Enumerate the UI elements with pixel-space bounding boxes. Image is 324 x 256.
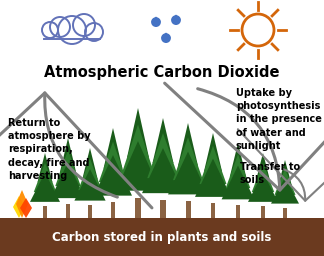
Bar bbox=[160, 200, 166, 218]
Polygon shape bbox=[116, 141, 160, 191]
Polygon shape bbox=[34, 163, 56, 192]
Text: Carbon stored in plants and soils: Carbon stored in plants and soils bbox=[52, 230, 272, 243]
Circle shape bbox=[50, 17, 70, 37]
Polygon shape bbox=[168, 152, 208, 194]
Bar bbox=[110, 202, 115, 218]
Polygon shape bbox=[271, 177, 299, 204]
Polygon shape bbox=[248, 173, 278, 202]
Polygon shape bbox=[55, 150, 81, 186]
Bar bbox=[0, 218, 324, 256]
Bar bbox=[236, 205, 240, 218]
Text: Return to
atmosphere by
respiration,
decay, fire and
harvesting: Return to atmosphere by respiration, dec… bbox=[8, 118, 91, 181]
Polygon shape bbox=[171, 15, 181, 19]
Polygon shape bbox=[173, 137, 203, 180]
Text: Uptake by
photosynthesis
in the presence
of water and
sunlight: Uptake by photosynthesis in the presence… bbox=[236, 88, 322, 151]
Circle shape bbox=[151, 17, 161, 27]
Circle shape bbox=[171, 15, 181, 25]
Polygon shape bbox=[195, 158, 231, 197]
Polygon shape bbox=[147, 133, 179, 178]
Polygon shape bbox=[99, 142, 127, 182]
Bar bbox=[211, 203, 215, 218]
Polygon shape bbox=[226, 154, 250, 188]
Bar bbox=[186, 201, 191, 218]
Polygon shape bbox=[127, 108, 149, 158]
Polygon shape bbox=[153, 118, 173, 163]
Polygon shape bbox=[122, 124, 155, 174]
Circle shape bbox=[161, 33, 171, 43]
Bar bbox=[135, 198, 141, 218]
Circle shape bbox=[70, 27, 90, 47]
Bar bbox=[88, 205, 92, 218]
Polygon shape bbox=[200, 146, 226, 184]
Polygon shape bbox=[38, 153, 52, 182]
Circle shape bbox=[54, 28, 74, 48]
Bar bbox=[66, 204, 70, 218]
Polygon shape bbox=[60, 138, 76, 174]
Circle shape bbox=[42, 22, 58, 38]
Text: Transfer to
soils: Transfer to soils bbox=[240, 162, 300, 185]
Polygon shape bbox=[151, 16, 161, 22]
Polygon shape bbox=[16, 190, 28, 218]
Bar bbox=[261, 206, 265, 218]
Circle shape bbox=[73, 14, 95, 36]
Polygon shape bbox=[230, 143, 246, 177]
Polygon shape bbox=[13, 196, 25, 218]
Polygon shape bbox=[94, 155, 132, 196]
Polygon shape bbox=[82, 148, 98, 179]
Polygon shape bbox=[103, 128, 122, 169]
Polygon shape bbox=[204, 133, 222, 171]
Polygon shape bbox=[222, 166, 254, 199]
Polygon shape bbox=[278, 160, 292, 186]
Polygon shape bbox=[252, 163, 274, 192]
Polygon shape bbox=[142, 148, 184, 193]
Bar bbox=[283, 208, 287, 218]
Circle shape bbox=[58, 16, 86, 44]
Polygon shape bbox=[20, 198, 32, 218]
Bar bbox=[43, 206, 47, 218]
Polygon shape bbox=[51, 162, 85, 198]
Polygon shape bbox=[274, 169, 295, 195]
Polygon shape bbox=[161, 33, 171, 37]
Polygon shape bbox=[78, 158, 102, 190]
Polygon shape bbox=[75, 169, 106, 201]
Text: Atmospheric Carbon Dioxide: Atmospheric Carbon Dioxide bbox=[44, 66, 280, 80]
Polygon shape bbox=[178, 123, 198, 166]
Polygon shape bbox=[30, 173, 60, 202]
Circle shape bbox=[85, 23, 103, 41]
Circle shape bbox=[242, 14, 274, 46]
Polygon shape bbox=[256, 153, 271, 182]
